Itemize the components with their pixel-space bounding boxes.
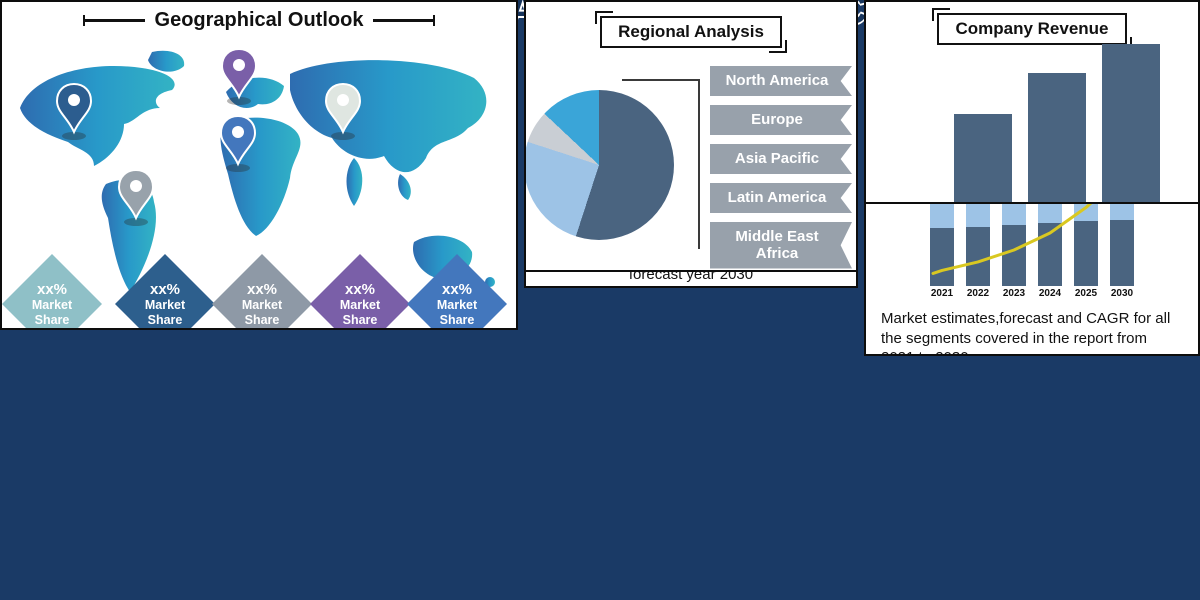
connector-line [622,79,700,81]
badge-percent: xx% [441,281,473,298]
region-item: Europe [710,105,852,135]
badge-percent: xx% [36,281,68,298]
world-map [20,47,495,292]
badge-label: Market Share [144,298,186,327]
geographical-title: Geographical Outlook [2,9,516,32]
panel-geographical-outlook: Geographical Outlook [0,0,518,330]
badge-label: Market Share [241,298,283,327]
badge-percent: xx% [246,281,278,298]
company-revenue-title: Company Revenue [932,8,1132,50]
panel-company-revenue: Company Revenue [864,0,1200,204]
region-list: North America Europe Asia Pacific Latin … [710,66,852,269]
region-label: Latin America [727,189,827,207]
market-share-badge: xx% Market Share [407,254,507,328]
year-tick-label: 2025 [1074,288,1098,299]
map-pin-africa [219,114,257,172]
region-item: North America [710,66,852,96]
badge-percent: xx% [149,281,181,298]
revenue-bar [1102,43,1160,202]
year-tick-label: 2024 [1038,288,1062,299]
badge-label: Market Share [436,298,478,327]
continents [20,50,495,292]
year-tick-label: 2021 [930,288,954,299]
revenue-bars [954,43,1160,202]
regional-title: Regional Analysis [595,11,787,53]
map-pin-north-america [55,82,93,140]
region-item: Latin America [710,183,852,213]
year-tick-label: 2023 [1002,288,1026,299]
geographical-title-text: Geographical Outlook [154,9,364,31]
region-label: North America [725,72,829,90]
region-label: Europe [751,111,803,129]
connector-line [698,79,700,249]
region-label: Asia Pacific [734,150,820,168]
title-line [373,15,436,26]
region-item: Asia Pacific [710,144,852,174]
year-tick-label: 2022 [966,288,990,299]
revenue-bar [1028,72,1086,202]
map-pin-europe [220,47,258,105]
region-label: Middle East Africa [735,228,819,263]
badge-label: Market Share [339,298,381,327]
segmentation-description: Market estimates,forecast and CAGR for a… [881,310,1171,354]
badge-label: Market Share [31,298,73,327]
panel-regional-analysis: Regional Analysis North America Europe A… [524,0,858,272]
year-tick-label: 2030 [1110,288,1134,299]
map-pin-latin-america [117,168,155,226]
title-line [82,15,145,26]
revenue-bar [954,113,1012,202]
region-item: Middle East Africa [710,222,852,269]
badge-percent: xx% [344,281,376,298]
map-pin-asia-pacific [324,82,362,140]
regional-pie [526,90,674,240]
